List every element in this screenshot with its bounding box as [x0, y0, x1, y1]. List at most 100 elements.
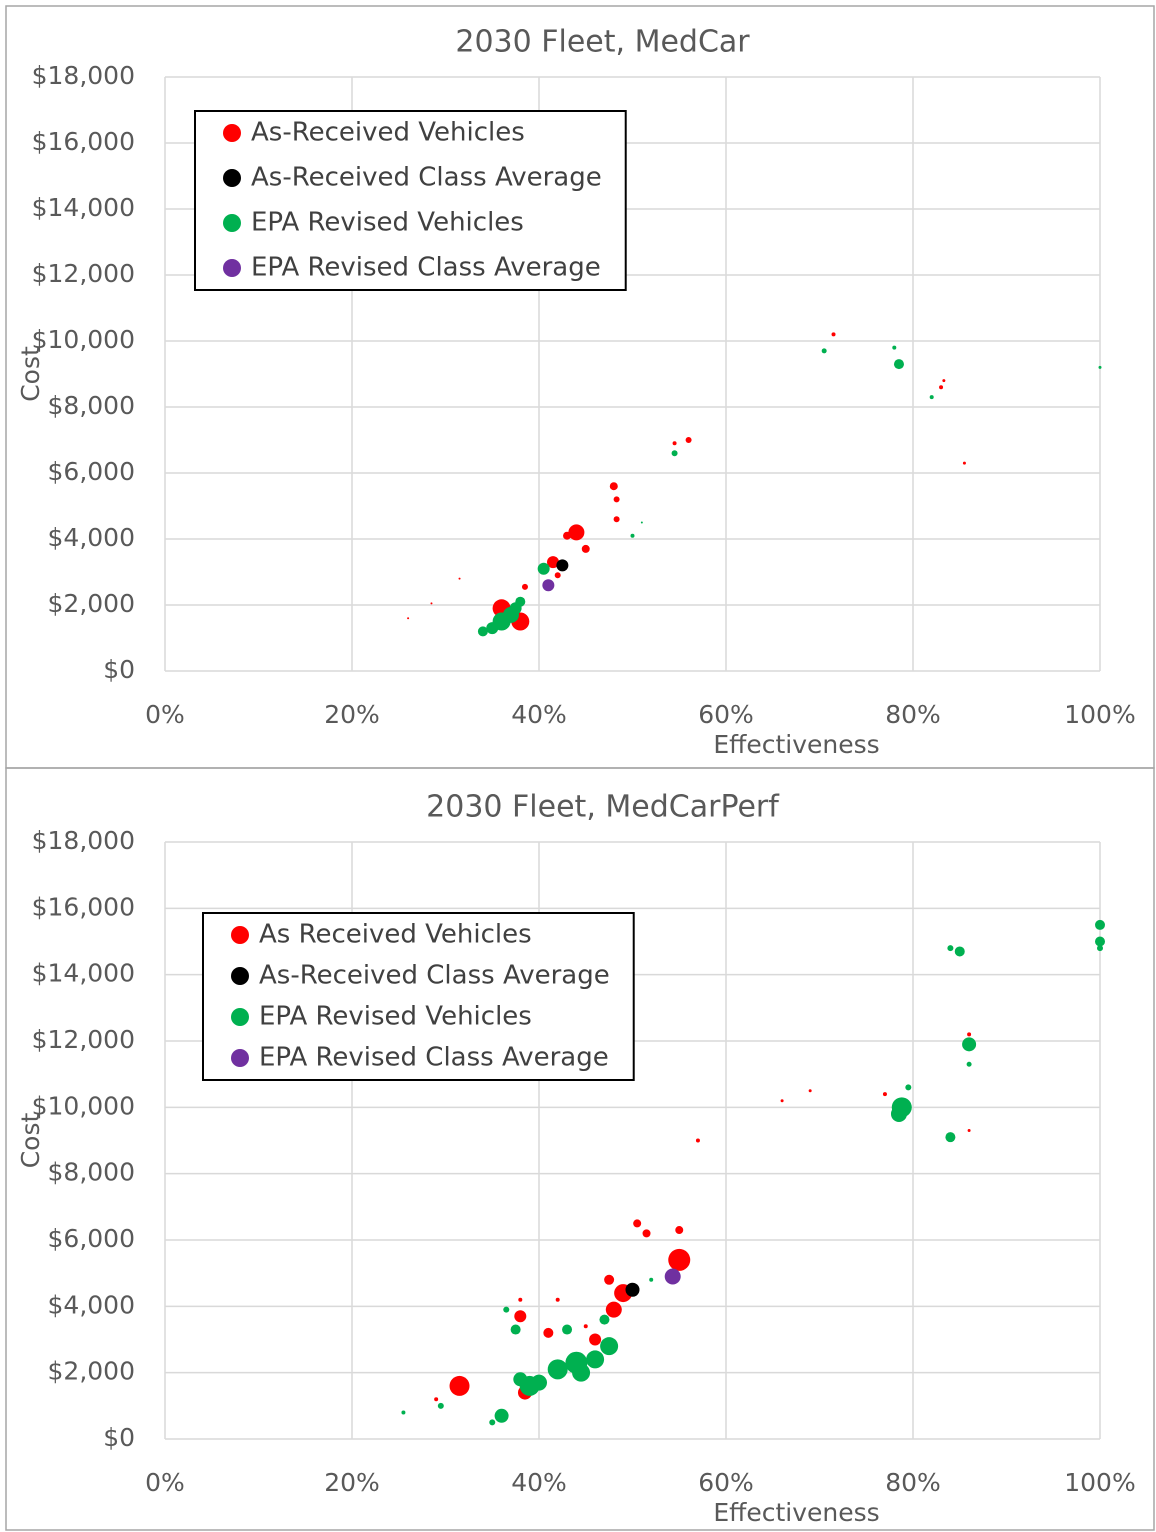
data-point	[599, 1314, 610, 1325]
data-point	[547, 556, 560, 569]
data-point	[831, 332, 836, 337]
data-point	[589, 1333, 602, 1346]
legend-marker	[223, 169, 241, 187]
x-tick-label: 100%	[1064, 1468, 1135, 1497]
legend: As-Received Vehicles As-Received Class Av…	[194, 110, 627, 291]
data-point	[568, 524, 585, 541]
legend-label: EPA Revised Vehicles	[251, 208, 524, 238]
data-point	[563, 531, 572, 540]
data-point	[668, 1248, 691, 1271]
data-point	[458, 577, 461, 580]
data-point	[905, 1084, 912, 1091]
data-point	[672, 441, 677, 446]
legend-marker	[223, 124, 241, 142]
data-point	[942, 379, 946, 383]
legend: As Received Vehicles As-Received Class Av…	[202, 912, 635, 1081]
data-point	[537, 562, 550, 575]
y-tick-label: $2,000	[48, 589, 135, 618]
x-tick-label: 20%	[324, 1468, 380, 1497]
data-point	[604, 1274, 615, 1285]
data-point	[967, 1129, 971, 1133]
y-axis-title: Cost	[16, 346, 45, 402]
legend-marker	[231, 1008, 249, 1026]
y-axis-title: Cost	[16, 1113, 45, 1169]
y-tick-label: $18,000	[32, 826, 135, 855]
data-point	[962, 461, 966, 465]
legend-marker	[231, 1049, 249, 1067]
legend-label: EPA Revised Class Average	[251, 253, 601, 283]
data-point	[562, 1324, 573, 1335]
y-tick-label: $12,000	[32, 1025, 135, 1054]
y-tick-label: $16,000	[32, 127, 135, 156]
y-tick-label: $0	[103, 1423, 135, 1452]
data-point	[613, 496, 620, 503]
data-point	[1095, 936, 1105, 947]
data-point	[893, 359, 904, 370]
y-tick-label: $0	[103, 655, 135, 684]
y-tick-label: $8,000	[48, 391, 135, 420]
data-point	[625, 1282, 640, 1297]
y-tick-label: $4,000	[48, 1290, 135, 1319]
y-tick-label: $10,000	[32, 1091, 135, 1120]
data-point	[434, 1397, 439, 1402]
data-point	[966, 1061, 972, 1067]
x-axis-title: Effectiveness	[713, 1498, 879, 1527]
data-point	[675, 1226, 684, 1235]
legend-label: As-Received Class Average	[259, 961, 610, 991]
data-point	[430, 602, 433, 605]
data-point	[509, 602, 522, 615]
data-point	[581, 544, 590, 553]
data-point	[586, 1350, 605, 1369]
y-tick-label: $2,000	[48, 1357, 135, 1386]
y-tick-label: $14,000	[32, 193, 135, 222]
x-tick-label: 20%	[324, 700, 380, 729]
data-point	[437, 1402, 444, 1409]
x-tick-label: 60%	[698, 700, 754, 729]
data-point	[890, 1105, 907, 1122]
legend-marker	[231, 967, 249, 985]
data-point	[945, 1132, 956, 1143]
data-point	[531, 1374, 547, 1391]
data-point	[407, 617, 410, 620]
data-point	[882, 1092, 887, 1097]
data-point	[1097, 945, 1103, 952]
legend-box	[202, 912, 635, 1081]
data-point	[640, 521, 643, 524]
data-point	[671, 450, 678, 457]
data-point	[929, 395, 934, 400]
legend-label: As-Received Class Average	[251, 163, 602, 193]
y-tick-label: $12,000	[32, 259, 135, 288]
data-point	[542, 579, 555, 592]
y-tick-label: $16,000	[32, 892, 135, 921]
legend-label: As Received Vehicles	[259, 920, 532, 950]
y-tick-label: $10,000	[32, 325, 135, 354]
data-point	[630, 533, 635, 538]
legend-marker	[223, 214, 241, 232]
data-point	[449, 1375, 470, 1396]
legend-label: As-Received Vehicles	[251, 118, 525, 148]
data-point	[642, 1229, 651, 1238]
data-point	[494, 1408, 509, 1423]
legend-marker	[223, 259, 241, 277]
x-tick-label: 40%	[511, 700, 567, 729]
x-tick-label: 80%	[885, 700, 941, 729]
data-point	[556, 559, 569, 572]
x-axis-title: Effectiveness	[713, 730, 879, 759]
data-point	[695, 1138, 700, 1143]
data-point	[554, 572, 561, 579]
data-point	[600, 1337, 619, 1356]
data-point	[543, 1327, 554, 1338]
data-point	[947, 945, 954, 952]
data-point	[821, 348, 827, 354]
data-point	[649, 1277, 654, 1282]
data-point	[780, 1099, 784, 1103]
data-point	[521, 583, 528, 590]
chart-border	[5, 767, 1155, 1531]
data-point	[962, 1037, 977, 1052]
data-point	[664, 1268, 681, 1285]
x-tick-label: 80%	[885, 1468, 941, 1497]
chart-title: 2030 Fleet, MedCarPerf	[426, 790, 780, 825]
data-point	[489, 1419, 496, 1426]
x-tick-label: 40%	[511, 1468, 567, 1497]
data-point	[685, 437, 692, 443]
